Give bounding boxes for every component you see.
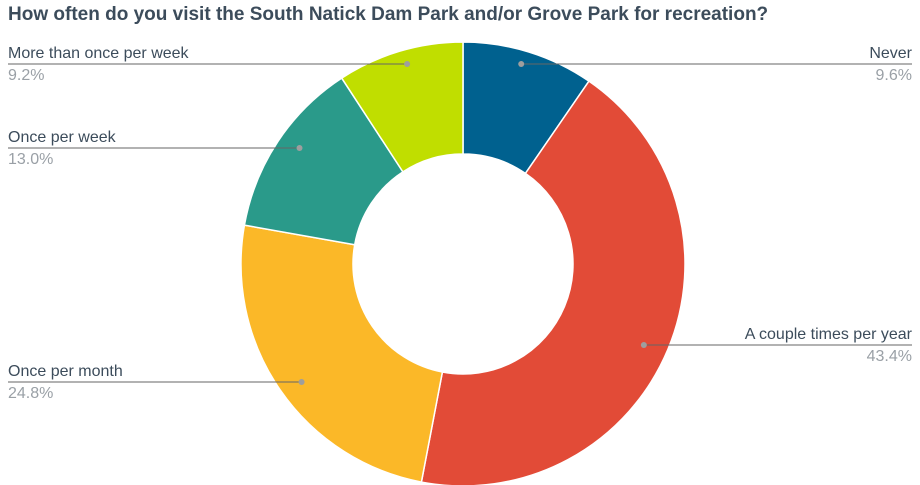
slice-label-never: Never xyxy=(869,45,912,62)
slice-label-once-per-week: Once per week xyxy=(8,129,117,146)
slice-a-couple-times-per-year xyxy=(420,80,686,485)
slice-label-once-per-month: Once per month xyxy=(8,363,123,380)
slice-once-per-month xyxy=(240,224,444,483)
slice-value-once-per-week: 13.0% xyxy=(8,151,53,168)
leader-dot-once-per-week xyxy=(296,145,303,151)
leader-dot-a-couple-times-per-year xyxy=(640,342,647,348)
leader-dot-more-than-once-per-week xyxy=(404,61,411,67)
slice-label-a-couple-times-per-year: A couple times per year xyxy=(745,326,913,343)
chart-title: How often do you visit the South Natick … xyxy=(8,4,769,25)
leader-dot-never xyxy=(518,61,525,67)
slice-value-a-couple-times-per-year: 43.4% xyxy=(867,348,912,365)
slice-value-once-per-month: 24.8% xyxy=(8,385,53,402)
slice-value-more-than-once-per-week: 9.2% xyxy=(8,67,44,84)
slice-more-than-once-per-week xyxy=(340,41,464,173)
slice-label-more-than-once-per-week: More than once per week xyxy=(8,45,190,62)
slice-value-never: 9.6% xyxy=(876,67,912,84)
leader-dot-once-per-month xyxy=(298,379,305,385)
